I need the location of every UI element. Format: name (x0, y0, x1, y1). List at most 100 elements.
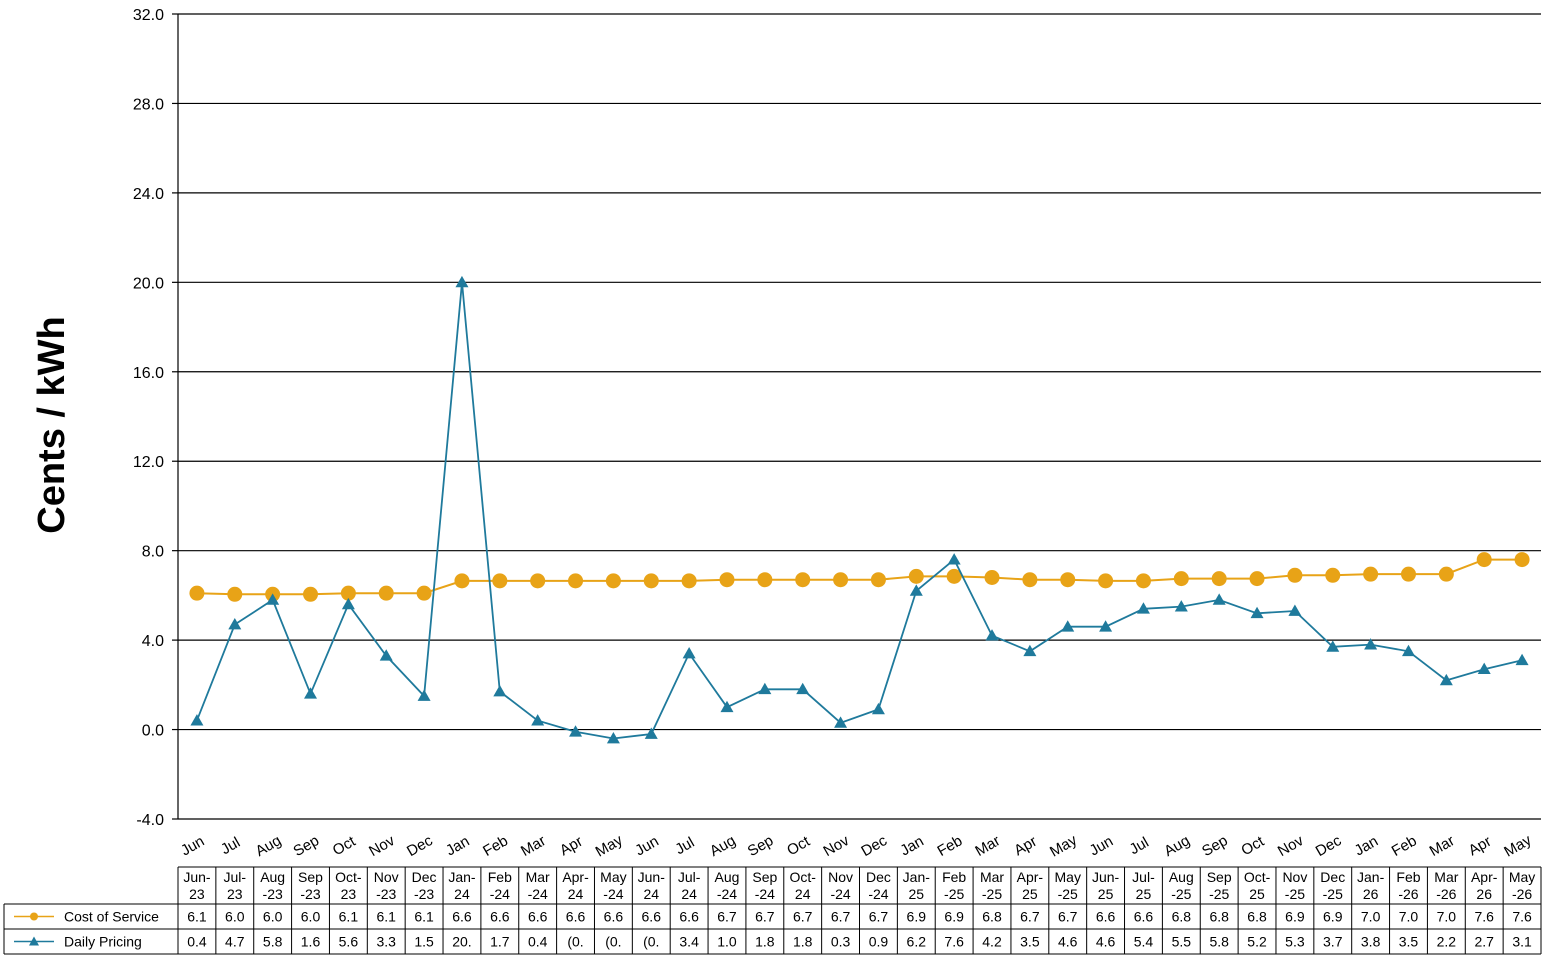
x-tick-label: Jan (443, 833, 472, 860)
series-marker (758, 682, 772, 695)
table-header-cell: 25 (1098, 886, 1114, 902)
table-cell: 0.9 (869, 934, 889, 950)
x-tick-label: Aug (253, 832, 285, 860)
series-marker (568, 573, 584, 589)
series-marker (682, 647, 696, 659)
table-header-cell: Jul- (678, 869, 701, 885)
table-cell: 6.8 (1209, 909, 1229, 925)
table-header-cell: Feb (488, 869, 512, 885)
series-marker (266, 593, 280, 605)
series-marker (720, 700, 734, 713)
table-header-cell: Apr- (562, 869, 589, 885)
series-marker (1326, 640, 1340, 652)
table-cell: (0. (567, 934, 583, 950)
series-marker (1439, 673, 1453, 686)
table-cell: 0.4 (528, 934, 548, 950)
x-tick-label: Sep (290, 832, 322, 860)
x-tick-label: Feb (480, 832, 511, 860)
series-marker (341, 597, 355, 610)
series-marker (757, 572, 773, 588)
table-cell: 0.3 (831, 934, 851, 950)
table-header-cell: Sep (298, 869, 323, 885)
table-cell: (0. (643, 934, 659, 950)
table-cell: 1.8 (793, 934, 813, 950)
table-header-cell: -24 (755, 886, 775, 902)
table-cell: 5.2 (1247, 934, 1267, 950)
series-marker (1363, 566, 1379, 582)
table-cell: 6.1 (377, 909, 397, 925)
table-header-cell: -25 (982, 886, 1002, 902)
table-cell: 1.6 (301, 934, 321, 950)
table-cell: 6.1 (339, 909, 359, 925)
x-tick-label: Oct (784, 832, 813, 859)
x-tick-label: Nov (1275, 832, 1307, 860)
table-header-cell: Aug (260, 869, 285, 885)
legend-marker (30, 912, 38, 921)
table-header-cell: -23 (263, 886, 283, 902)
series-marker (1325, 567, 1341, 583)
x-tick-label: Jun (632, 833, 661, 860)
x-tick-label: Mar (972, 832, 1003, 860)
x-tick-label: Dec (404, 832, 436, 860)
table-header-cell: -24 (868, 886, 888, 902)
series-marker (1400, 566, 1416, 582)
series-line (196, 558, 1523, 596)
table-cell: 1.5 (414, 934, 434, 950)
table-header-cell: -25 (1285, 886, 1305, 902)
x-tick-label: Feb (1389, 832, 1420, 860)
table-header-cell: Jan- (1357, 869, 1385, 885)
x-tick-label: Jul (218, 834, 243, 858)
table-cell: 6.7 (755, 909, 775, 925)
x-tick-label: May (1501, 831, 1534, 860)
table-cell: 4.6 (1058, 934, 1078, 950)
series-marker (303, 586, 319, 602)
series-group (189, 275, 1530, 744)
table-header-cell: -26 (1436, 886, 1456, 902)
table-cell: 6.6 (528, 909, 548, 925)
table-cell: 6.6 (679, 909, 699, 925)
series-marker (833, 572, 849, 588)
table-header-cell: -24 (528, 886, 548, 902)
table-header-cell: Sep (1207, 869, 1232, 885)
series-marker (1477, 662, 1491, 675)
x-tick-label: Jul (1127, 834, 1152, 858)
table-header-cell: Sep (752, 869, 777, 885)
table-header-cell: Jul- (224, 869, 247, 885)
series-marker (719, 572, 735, 588)
table-cell: 6.7 (793, 909, 813, 925)
table-header-cell: Feb (1396, 869, 1420, 885)
series-marker (834, 716, 848, 728)
table-cell: 7.6 (1512, 909, 1532, 925)
x-tick-label: Dec (858, 832, 890, 860)
table-cell: 3.5 (1399, 934, 1419, 950)
table-header-cell: Oct- (789, 869, 816, 885)
series-marker (1212, 593, 1226, 605)
table-cell: 6.6 (1096, 909, 1116, 925)
table-header-cell: -25 (1209, 886, 1229, 902)
series-marker (644, 727, 658, 739)
legend-label: Daily Pricing (64, 934, 142, 950)
series-marker (1173, 571, 1189, 587)
series-marker (492, 573, 508, 589)
table-header-cell: -23 (414, 886, 434, 902)
table-header-cell: -26 (1398, 886, 1418, 902)
table-cell: 1.8 (755, 934, 775, 950)
table-header-cell: May (600, 869, 626, 885)
table-cell: 3.7 (1323, 934, 1343, 950)
series-marker (1099, 620, 1113, 632)
table-header-cell: 24 (795, 886, 811, 902)
table-header-cell: -24 (717, 886, 737, 902)
y-tick-label: 8.0 (142, 544, 164, 561)
table-cell: 6.9 (1323, 909, 1343, 925)
table-cell: 6.7 (831, 909, 851, 925)
series-marker (796, 682, 810, 695)
grid-lines (178, 13, 1541, 820)
series-marker (643, 573, 659, 589)
y-tick-label: 12.0 (133, 454, 164, 471)
table-header-cell: Nov (1282, 869, 1307, 885)
table-header-cell: -25 (1323, 886, 1343, 902)
table-cell: 5.8 (263, 934, 283, 950)
series-marker (455, 275, 469, 288)
x-tick-label: Jan (1352, 833, 1381, 860)
